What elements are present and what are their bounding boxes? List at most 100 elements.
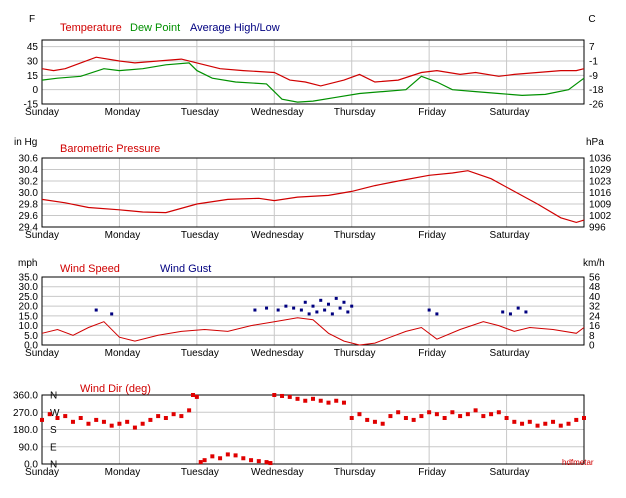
winddir-point <box>140 421 145 426</box>
winddir-compass-label: E <box>50 442 57 453</box>
winddir-point <box>190 393 195 397</box>
winddir-point <box>264 460 269 465</box>
wind-point <box>299 308 303 312</box>
wind-point <box>326 302 330 306</box>
winddir-point <box>458 414 463 419</box>
winddir-point <box>372 419 377 424</box>
pressure-series-0 <box>41 170 585 224</box>
winddir-point <box>442 416 447 420</box>
winddir-point <box>55 416 60 420</box>
winddir-point <box>171 412 176 417</box>
pressure-right-tick: 1023 <box>589 177 612 188</box>
winddir-point <box>551 419 556 424</box>
winddir-point <box>326 400 331 405</box>
wind-series-0 <box>41 317 585 346</box>
winddir-point <box>241 456 246 461</box>
watermark: hdfmetar <box>562 458 594 467</box>
pressure-day-label: Monday <box>105 230 141 241</box>
winddir-point <box>268 461 273 466</box>
pressure-right-tick: 1036 <box>589 154 612 165</box>
temp-right-unit: C <box>588 14 595 25</box>
winddir-point <box>450 410 455 415</box>
pressure-day-label: Tuesday <box>181 230 219 241</box>
wind-point <box>253 308 257 312</box>
wind-point <box>334 296 338 300</box>
pressure-left-tick: 30.0 <box>19 188 39 199</box>
winddir-point <box>40 417 44 422</box>
wind-left-tick: 25.0 <box>19 292 39 303</box>
pressure-right-unit: hPa <box>586 137 604 148</box>
winddir-point <box>349 416 354 420</box>
winddir-point <box>434 412 439 417</box>
winddir-point <box>334 398 339 403</box>
winddir-point <box>403 416 408 420</box>
winddir-point <box>218 456 223 461</box>
pressure-day-label: Thursday <box>334 230 376 241</box>
winddir-point <box>132 425 137 430</box>
wind-point <box>435 312 439 316</box>
winddir-point <box>125 419 130 424</box>
winddir-point <box>109 423 114 428</box>
legend-wind-gust: Wind Gust <box>160 263 211 275</box>
wind-point <box>94 308 98 312</box>
winddir-point <box>47 412 52 417</box>
winddir-point <box>163 416 168 420</box>
wind-plot-border <box>41 276 585 346</box>
winddir-point <box>489 412 494 417</box>
pressure-left-tick: 30.2 <box>19 177 39 188</box>
pressure-left-tick: 29.4 <box>19 223 39 234</box>
winddir-point <box>318 398 323 403</box>
winddir-point <box>582 416 586 420</box>
pressure-left-tick: 30.4 <box>19 165 39 176</box>
pressure-left-tick: 30.6 <box>19 154 39 165</box>
winddir-plot-border <box>41 394 585 465</box>
winddir-point <box>148 417 153 422</box>
wind-right-tick: 24 <box>589 311 601 322</box>
wind-right-tick: 56 <box>589 273 601 284</box>
temp-left-tick: 45 <box>27 42 39 53</box>
wind-right-tick: 16 <box>589 321 601 332</box>
winddir-day-label: Friday <box>418 467 446 478</box>
winddir-point <box>78 416 83 420</box>
wind-point <box>346 310 350 314</box>
winddir-point <box>411 417 416 422</box>
pressure-right-tick: 1009 <box>589 200 612 211</box>
pressure-right-tick: 996 <box>589 223 606 234</box>
pressure-day-label: Wednesday <box>251 230 304 241</box>
wind-point <box>319 298 323 302</box>
winddir-point <box>357 412 362 417</box>
winddir-point <box>396 410 401 415</box>
winddir-point <box>210 454 215 459</box>
winddir-point <box>198 460 203 465</box>
temp-right-tick: 7 <box>589 42 595 53</box>
wind-day-label: Monday <box>105 348 141 359</box>
winddir-point <box>101 419 106 424</box>
winddir-point <box>481 414 486 419</box>
wind-right-tick: 0 <box>589 341 595 352</box>
winddir-point <box>280 393 285 398</box>
legend-wind-speed: Wind Speed <box>60 263 120 275</box>
temp-right-tick: -18 <box>589 85 604 96</box>
wind-left-tick: 20.0 <box>19 302 39 313</box>
wind-point <box>501 310 505 314</box>
wind-left-tick: 30.0 <box>19 282 39 293</box>
winddir-point <box>179 414 184 419</box>
temp-left-unit: F <box>29 14 35 25</box>
pressure-day-label: Friday <box>418 230 446 241</box>
winddir-point <box>287 394 292 399</box>
winddir-day-label: Saturday <box>490 467 530 478</box>
wind-point <box>307 312 311 316</box>
legend-average-high-low: Average High/Low <box>190 22 280 34</box>
wind-direction-chart: Wind Dir (deg) 360.0270.0180.090.00.0NWS… <box>13 383 586 478</box>
winddir-compass-label: S <box>50 425 57 436</box>
pressure-chart: in Hg hPa Barometric Pressure 30.630.430… <box>14 137 612 241</box>
temp-day-label: Saturday <box>490 107 530 118</box>
wind-point <box>330 312 334 316</box>
winddir-point <box>520 421 525 426</box>
wind-point <box>276 308 280 312</box>
wind-point <box>338 306 342 310</box>
wind-point <box>110 312 114 316</box>
wind-speed-chart: mph km/h Wind Speed Wind Gust 35.030.025… <box>18 258 605 359</box>
wind-point <box>303 300 307 304</box>
wind-right-tick: 40 <box>589 292 601 303</box>
